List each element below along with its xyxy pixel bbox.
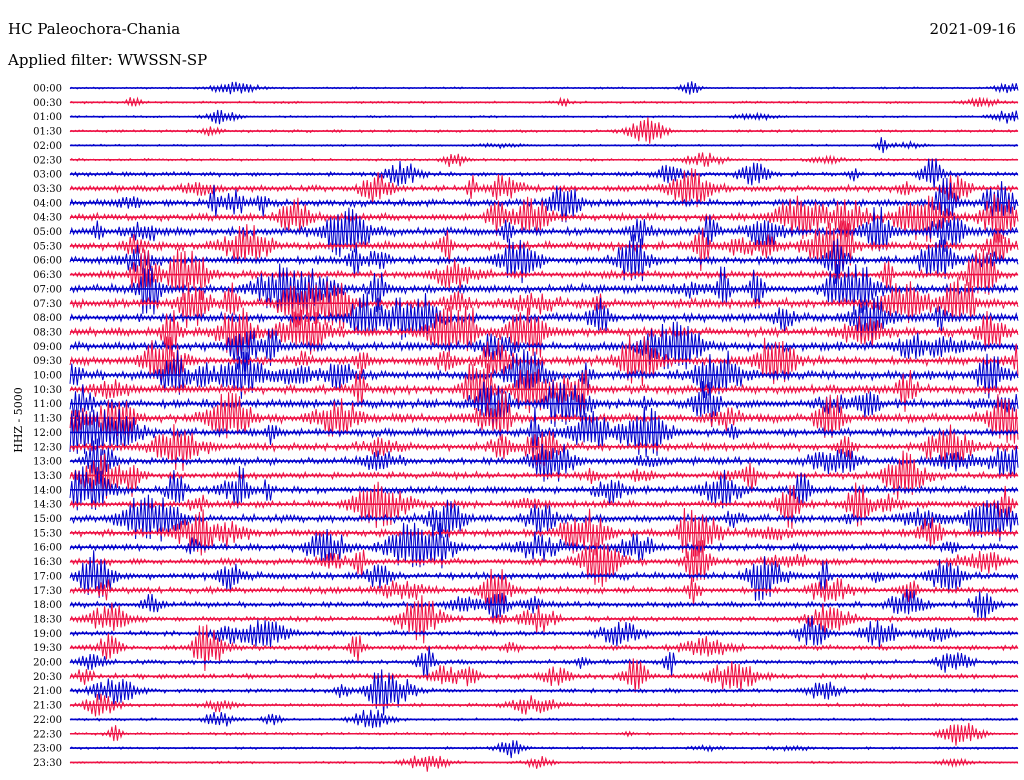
time-tick-label: 14:30 xyxy=(33,500,62,511)
time-tick-label: 03:00 xyxy=(33,170,62,181)
trace-0730 xyxy=(69,277,1019,329)
time-tick-label: 17:30 xyxy=(33,586,62,597)
time-tick-label: 21:00 xyxy=(33,686,62,697)
time-tick-label: 13:30 xyxy=(33,471,62,482)
trace-1400 xyxy=(69,466,1019,511)
time-tick-label: 06:30 xyxy=(33,270,62,281)
filter-label: Applied filter: WWSSN-SP xyxy=(8,51,208,69)
trace-1430 xyxy=(69,481,1019,529)
time-tick-label: 11:00 xyxy=(33,399,62,410)
time-tick-label: 15:30 xyxy=(33,528,62,539)
time-tick-label: 23:30 xyxy=(33,758,62,769)
time-tick-label: 07:00 xyxy=(33,284,62,295)
time-tick-label: 04:00 xyxy=(33,198,62,209)
time-tick-label: 11:30 xyxy=(33,414,62,425)
trace-2330 xyxy=(69,755,1019,772)
time-tick-label: 01:30 xyxy=(33,127,62,138)
time-tick-label: 20:30 xyxy=(33,672,62,683)
time-tick-label: 10:00 xyxy=(33,371,62,382)
trace-0830 xyxy=(69,306,1019,358)
time-tick-label: 18:30 xyxy=(33,614,62,625)
trace-2300 xyxy=(69,740,1019,759)
time-tick-label: 12:30 xyxy=(33,442,62,453)
time-tick-label: 19:30 xyxy=(33,643,62,654)
time-tick-label: 08:30 xyxy=(33,327,62,338)
time-tick-label: 17:00 xyxy=(33,571,62,582)
time-tick-label: 15:00 xyxy=(33,514,62,525)
time-tick-label: 09:00 xyxy=(33,342,62,353)
time-tick-label: 01:00 xyxy=(33,112,62,123)
time-tick-label: 05:30 xyxy=(33,241,62,252)
time-tick-label: 09:30 xyxy=(33,356,62,367)
time-tick-label: 14:00 xyxy=(33,485,62,496)
time-tick-label: 16:30 xyxy=(33,557,62,568)
time-tick-label: 06:00 xyxy=(33,256,62,267)
time-tick-label: 19:00 xyxy=(33,629,62,640)
trace-1900 xyxy=(69,615,1019,648)
station-title: HC Paleochora-Chania xyxy=(8,20,181,38)
time-tick-label: 10:30 xyxy=(33,385,62,396)
time-tick-label: 22:30 xyxy=(33,729,62,740)
time-tick-label: 13:00 xyxy=(33,457,62,468)
time-tick-label: 16:00 xyxy=(33,543,62,554)
time-tick-label: 12:00 xyxy=(33,428,62,439)
time-tick-label: 21:30 xyxy=(33,701,62,712)
time-tick-label: 02:30 xyxy=(33,155,62,166)
date-label: 2021-09-16 xyxy=(929,20,1016,38)
time-tick-label: 18:00 xyxy=(33,600,62,611)
time-tick-label: 20:00 xyxy=(33,658,62,669)
trace-0630 xyxy=(69,248,1019,301)
time-tick-label: 04:30 xyxy=(33,213,62,224)
time-tick-label: 03:30 xyxy=(33,184,62,195)
trace-0500 xyxy=(69,206,1019,258)
trace-1730 xyxy=(69,568,1019,610)
time-tick-label: 08:00 xyxy=(33,313,62,324)
trace-1800 xyxy=(69,588,1019,622)
time-tick-label: 00:00 xyxy=(33,84,62,95)
trace-1130 xyxy=(69,392,1019,444)
trace-0800 xyxy=(69,292,1019,340)
time-tick-label: 02:00 xyxy=(33,141,62,152)
time-tick-label: 07:30 xyxy=(33,299,62,310)
time-tick-label: 00:30 xyxy=(33,98,62,109)
time-tick-label: 05:00 xyxy=(33,227,62,238)
time-tick-label: 23:00 xyxy=(33,744,62,755)
time-tick-label: 22:00 xyxy=(33,715,62,726)
